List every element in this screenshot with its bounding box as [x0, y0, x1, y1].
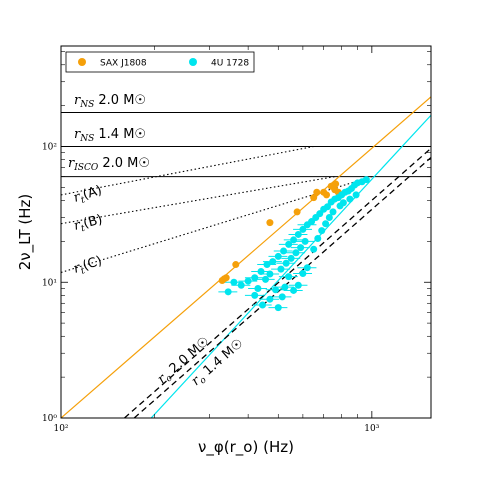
point-4u-11: [290, 236, 298, 244]
point-4u-7: [269, 258, 277, 266]
point-4u-60: [346, 195, 354, 203]
x-axis-label: ν_φ(r_o) (Hz): [198, 438, 294, 457]
point-4u-53: [314, 235, 322, 243]
point-4u-32: [282, 259, 290, 267]
point-4u-12: [294, 230, 302, 238]
x-tick-label-0: 10²: [53, 424, 68, 434]
legend: SAX J1808 4U 1728: [65, 51, 255, 73]
point-4u-2: [237, 281, 245, 289]
legend-label-sax: SAX J1808: [100, 59, 147, 69]
point-4u-13: [299, 225, 307, 233]
point-4u-57: [329, 208, 337, 216]
point-4u-42: [259, 301, 267, 309]
legend-label-4u: 4U 1728: [211, 59, 249, 69]
point-4u-1: [230, 278, 238, 286]
point-4u-37: [266, 270, 274, 278]
point-4u-34: [292, 249, 300, 257]
y-tick-label-0: 10⁰: [42, 414, 57, 424]
fit-line-0: [61, 96, 431, 418]
point-4u-52: [310, 245, 318, 253]
point-4u-6: [263, 261, 271, 269]
point-sax-4: [266, 219, 274, 227]
point-sax-7: [313, 188, 321, 196]
legend-box: [65, 51, 255, 73]
point-4u-41: [254, 284, 262, 292]
plot-frame: [60, 45, 432, 419]
point-sax-5: [293, 208, 301, 216]
point-sax-2: [222, 274, 230, 282]
y-tick-label-1: 10¹: [42, 278, 57, 288]
point-4u-31: [277, 265, 285, 273]
point-sax-9: [323, 191, 331, 199]
x-tick-label-1: 10³: [364, 424, 379, 434]
point-4u-44: [272, 286, 280, 294]
point-4u-50: [299, 270, 307, 278]
point-4u-40: [251, 291, 259, 299]
point-4u-43: [266, 295, 274, 303]
fit-line-2: [124, 147, 431, 418]
point-4u-47: [281, 283, 289, 291]
label-rt-b: rt(B): [72, 212, 104, 235]
point-4u-56: [325, 213, 333, 221]
point-4u-59: [339, 199, 347, 207]
legend-marker-4u: [189, 58, 197, 66]
fit-line-3: [133, 156, 431, 418]
axis-ticks: 10² 10³ 10⁰ 10¹ 10²: [42, 46, 431, 434]
label-risco-2-0: rISCO 2.0 M☉: [68, 156, 150, 173]
point-4u-9: [280, 247, 288, 255]
point-4u-48: [290, 286, 298, 294]
point-4u-0: [224, 288, 232, 296]
point-4u-61: [352, 191, 360, 199]
point-4u-3: [244, 277, 252, 285]
y-tick-label-2: 10²: [42, 143, 57, 153]
point-4u-39: [285, 273, 293, 281]
point-4u-51: [303, 264, 311, 272]
legend-marker-sax: [78, 58, 86, 66]
point-4u-33: [287, 254, 295, 262]
point-4u-54: [318, 227, 326, 235]
point-sax-12: [332, 180, 340, 188]
point-4u-8: [274, 252, 282, 260]
label-rt-a: rt(A): [72, 183, 105, 208]
y-axis-label: 2ν_LT (Hz): [16, 194, 35, 271]
point-4u-46: [278, 293, 286, 301]
point-4u-36: [301, 237, 309, 245]
point-sax-6: [310, 194, 318, 202]
dotted-line-0: [61, 145, 314, 196]
point-4u-45: [274, 304, 282, 312]
point-4u-55: [322, 220, 330, 228]
point-4u-19: [323, 203, 331, 211]
label-rns-2-0: rNS 2.0 M☉: [74, 93, 146, 110]
plot-area: [61, 96, 431, 418]
point-4u-4: [251, 274, 259, 282]
point-4u-10: [285, 240, 293, 248]
point-4u-5: [257, 268, 265, 276]
fit-line-1: [150, 114, 431, 418]
point-4u-38: [262, 275, 270, 283]
label-rns-1-4: rNS 1.4 M☉: [74, 127, 146, 144]
point-4u-35: [297, 244, 305, 252]
point-sax-3: [232, 261, 240, 269]
label-rt-c: rt(C): [72, 254, 105, 279]
point-4u-49: [294, 281, 302, 289]
point-4u-30: [362, 176, 370, 184]
